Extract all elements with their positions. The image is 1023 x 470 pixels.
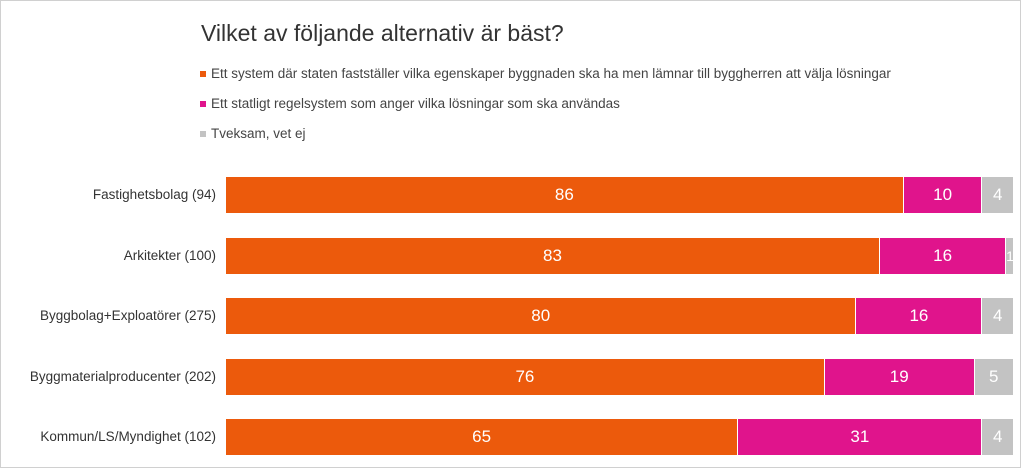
legend-item-series-1: Ett system där staten fastställer vilka …	[200, 64, 891, 94]
bar-segment-series-1: 86	[226, 177, 904, 213]
category-label: Byggmaterialproducenter (202)	[29, 369, 216, 384]
bar-segment-series-1: 83	[226, 238, 881, 274]
bar-segment-series-3: 5	[974, 359, 1014, 395]
legend: Ett system där staten fastställer vilka …	[200, 64, 891, 154]
legend-label-series-2: Ett statligt regelsystem som anger vilka…	[211, 96, 620, 111]
bar-segment-series-3: 4	[982, 298, 1014, 334]
bar-segment-series-2: 31	[738, 419, 983, 455]
bar-segment-series-2: 19	[824, 359, 975, 395]
category-label: Byggbolag+Exploatörer (275)	[40, 308, 216, 323]
bar-segment-series-1: 76	[226, 359, 825, 395]
bar-segment-series-3: 4	[982, 419, 1014, 455]
bar-segment-series-2: 16	[880, 238, 1007, 274]
bar-segment-series-1: 65	[226, 419, 739, 455]
category-label: Kommun/LS/Myndighet (102)	[40, 429, 216, 444]
legend-label-series-3: Tveksam, vet ej	[211, 126, 306, 141]
legend-item-series-2: Ett statligt regelsystem som anger vilka…	[200, 94, 891, 124]
bar-segment-series-2: 10	[903, 177, 983, 213]
legend-label-series-1: Ett system där staten fastställer vilka …	[211, 66, 891, 81]
bar-segment-series-2: 16	[856, 298, 983, 334]
legend-swatch-series-2	[200, 101, 206, 107]
legend-swatch-series-3	[200, 131, 206, 137]
category-label: Fastighetsbolag (94)	[92, 187, 216, 202]
bar-segment-series-3: 4	[982, 177, 1014, 213]
bar-segment-series-3: 1	[1006, 238, 1014, 274]
chart-title: Vilket av följande alternativ är bäst?	[201, 20, 564, 46]
legend-item-series-3: Tveksam, vet ej	[200, 124, 891, 154]
bar-segment-series-1: 80	[226, 298, 857, 334]
category-label: Arkitekter (100)	[123, 248, 216, 263]
legend-swatch-series-1	[200, 71, 206, 77]
